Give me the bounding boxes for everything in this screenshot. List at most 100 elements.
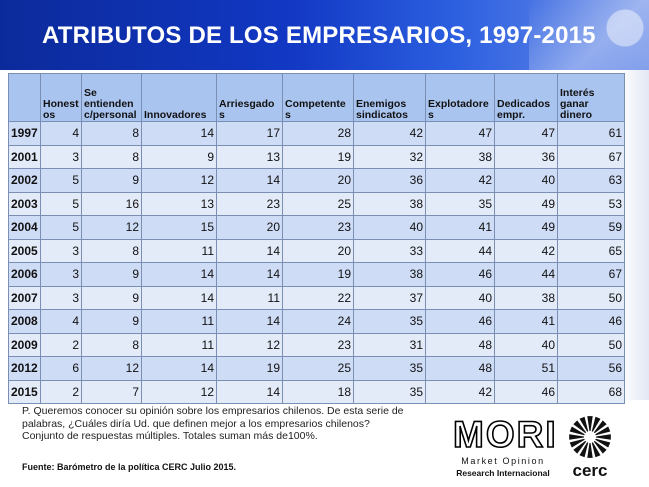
value-cell: 6 bbox=[40, 356, 82, 381]
value-cell: 38 bbox=[425, 144, 495, 169]
table-row: 2004 5 12 15 20 23 40 41 49 59 bbox=[8, 215, 625, 240]
slide-title: ATRIBUTOS DE LOS EMPRESARIOS, 1997-2015 bbox=[42, 22, 596, 49]
mori-logo: MORI Market Opinion Research Internacion… bbox=[452, 414, 558, 483]
column-header: Competentes bbox=[282, 73, 354, 122]
value-cell: 12 bbox=[81, 356, 142, 381]
value-cell: 2 bbox=[40, 332, 82, 357]
value-cell: 14 bbox=[216, 238, 283, 263]
row-year-cell: 2012 bbox=[8, 356, 41, 381]
value-cell: 35 bbox=[353, 356, 426, 381]
column-header: Se entienden c/personal bbox=[81, 73, 142, 122]
value-cell: 38 bbox=[353, 191, 426, 216]
value-cell: 46 bbox=[494, 379, 558, 404]
value-cell: 11 bbox=[216, 285, 283, 310]
value-cell: 8 bbox=[81, 332, 142, 357]
cerc-ray bbox=[569, 434, 585, 440]
column-header: Honest os bbox=[40, 73, 82, 122]
value-cell: 4 bbox=[40, 309, 82, 334]
survey-question: P. Queremos conocer su opinión sobre los… bbox=[22, 405, 404, 430]
value-cell: 67 bbox=[557, 262, 625, 287]
value-cell: 3 bbox=[40, 144, 82, 169]
table-row: 1997 4 8 14 17 28 42 47 47 61 bbox=[8, 121, 625, 146]
value-cell: 41 bbox=[425, 215, 495, 240]
value-cell: 3 bbox=[40, 285, 82, 310]
cerc-ray bbox=[593, 440, 607, 454]
value-cell: 36 bbox=[494, 144, 558, 169]
table-row: 2006 3 9 14 14 19 38 46 44 67 bbox=[8, 262, 625, 287]
table-row: 2003 5 16 13 23 25 38 35 49 53 bbox=[8, 191, 625, 216]
value-cell: 38 bbox=[353, 262, 426, 287]
value-cell: 41 bbox=[494, 309, 558, 334]
cerc-ray bbox=[587, 416, 593, 432]
table-row: 2015 2 7 12 14 18 35 42 46 68 bbox=[8, 379, 625, 404]
value-cell: 17 bbox=[216, 121, 283, 146]
column-header: Innovadores bbox=[141, 73, 217, 122]
value-cell: 11 bbox=[141, 332, 217, 357]
year-column-header bbox=[8, 73, 41, 122]
cerc-ray bbox=[595, 438, 611, 448]
value-cell: 59 bbox=[557, 215, 625, 240]
value-cell: 67 bbox=[557, 144, 625, 169]
cerc-ray bbox=[573, 440, 587, 454]
value-cell: 3 bbox=[40, 238, 82, 263]
value-cell: 9 bbox=[81, 285, 142, 310]
value-cell: 19 bbox=[282, 262, 354, 287]
value-cell: 46 bbox=[425, 262, 495, 287]
value-cell: 14 bbox=[141, 262, 217, 287]
value-cell: 19 bbox=[216, 356, 283, 381]
value-cell: 14 bbox=[216, 168, 283, 193]
table-header-row: Honest os Se entienden c/personal Innova… bbox=[8, 73, 625, 122]
mori-logo-line1: Market Opinion bbox=[461, 456, 545, 466]
value-cell: 48 bbox=[425, 332, 495, 357]
value-cell: 8 bbox=[81, 121, 142, 146]
value-cell: 40 bbox=[353, 215, 426, 240]
value-cell: 42 bbox=[353, 121, 426, 146]
table-row: 2005 3 8 11 14 20 33 44 42 65 bbox=[8, 238, 625, 263]
value-cell: 22 bbox=[282, 285, 354, 310]
value-cell: 50 bbox=[557, 285, 625, 310]
value-cell: 14 bbox=[141, 356, 217, 381]
value-cell: 11 bbox=[141, 309, 217, 334]
cerc-ray bbox=[595, 426, 611, 436]
value-cell: 35 bbox=[353, 309, 426, 334]
value-cell: 28 bbox=[282, 121, 354, 146]
value-cell: 2 bbox=[40, 379, 82, 404]
value-cell: 12 bbox=[141, 168, 217, 193]
value-cell: 16 bbox=[81, 191, 142, 216]
value-cell: 63 bbox=[557, 168, 625, 193]
value-cell: 44 bbox=[494, 262, 558, 287]
cerc-ray bbox=[591, 416, 601, 432]
row-year-cell: 2004 bbox=[8, 215, 41, 240]
value-cell: 9 bbox=[81, 262, 142, 287]
value-cell: 40 bbox=[494, 168, 558, 193]
column-header: Enemigos sindicatos bbox=[353, 73, 426, 122]
value-cell: 8 bbox=[81, 238, 142, 263]
cerc-ray bbox=[579, 442, 589, 458]
value-cell: 9 bbox=[81, 309, 142, 334]
attributes-table: Honest os Se entienden c/personal Innova… bbox=[8, 73, 625, 404]
cerc-ray bbox=[569, 426, 585, 436]
row-year-cell: 2005 bbox=[8, 238, 41, 263]
value-cell: 40 bbox=[494, 332, 558, 357]
value-cell: 11 bbox=[141, 238, 217, 263]
value-cell: 9 bbox=[81, 168, 142, 193]
table-row: 2012 6 12 14 19 25 35 48 51 56 bbox=[8, 356, 625, 381]
value-cell: 40 bbox=[425, 285, 495, 310]
value-cell: 49 bbox=[494, 215, 558, 240]
value-cell: 36 bbox=[353, 168, 426, 193]
value-cell: 14 bbox=[141, 285, 217, 310]
table-row: 2002 5 9 12 14 20 36 42 40 63 bbox=[8, 168, 625, 193]
mori-logo-wordmark: MORI bbox=[452, 414, 558, 455]
value-cell: 31 bbox=[353, 332, 426, 357]
value-cell: 35 bbox=[425, 191, 495, 216]
value-cell: 5 bbox=[40, 191, 82, 216]
value-cell: 53 bbox=[557, 191, 625, 216]
column-header: Interés ganar dinero bbox=[557, 73, 625, 122]
value-cell: 12 bbox=[141, 379, 217, 404]
row-year-cell: 2015 bbox=[8, 379, 41, 404]
row-year-cell: 2008 bbox=[8, 309, 41, 334]
table-row: 2007 3 9 14 11 22 37 40 38 50 bbox=[8, 285, 625, 310]
value-cell: 49 bbox=[494, 191, 558, 216]
cerc-logo-mark bbox=[569, 416, 611, 458]
row-year-cell: 1997 bbox=[8, 121, 41, 146]
